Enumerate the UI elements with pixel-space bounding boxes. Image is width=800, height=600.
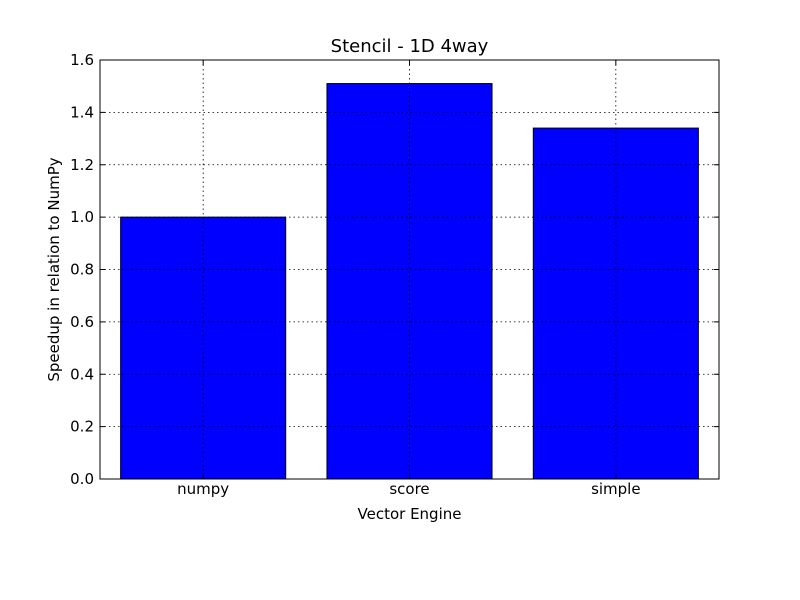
y-tick-label: 1.0 <box>70 208 94 226</box>
y-axis-label: Speedup in relation to NumPy <box>45 157 63 381</box>
y-tick-label: 0.2 <box>70 418 94 436</box>
y-tick-label: 1.4 <box>70 103 94 121</box>
ticks: 0.0 0.2 0.4 0.6 0.8 1.0 1.2 1.4 1.6 numpy score sim… <box>70 51 719 498</box>
y-tick-label: 0.4 <box>70 365 94 383</box>
chart-title: Stencil - 1D 4way <box>331 36 489 57</box>
x-tick-label-score: score <box>389 480 429 498</box>
y-tick-label: 1.2 <box>70 156 94 174</box>
x-tick-label-numpy: numpy <box>177 480 229 498</box>
x-tick-label-simple: simple <box>591 480 641 498</box>
y-tick-label: 1.6 <box>70 51 94 69</box>
y-tick-label: 0.8 <box>70 261 94 279</box>
y-tick-label: 0.6 <box>70 313 94 331</box>
y-tick-label: 0.0 <box>70 470 94 488</box>
x-axis-label: Vector Engine <box>358 505 462 523</box>
